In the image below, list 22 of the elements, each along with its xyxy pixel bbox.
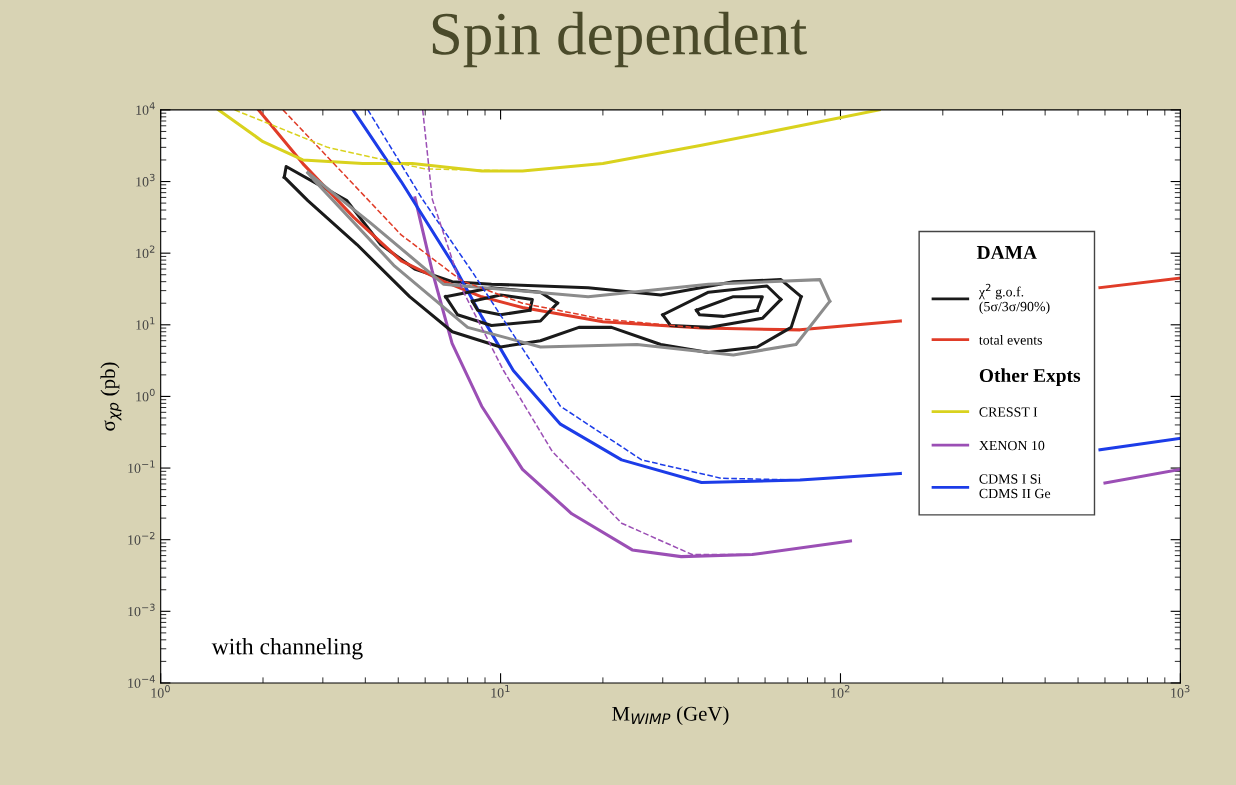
y-tick-label: 10$^{4}$ [136,102,155,115]
legend-label: χ$^{2}$ g.o.f. (5σ/3σ/90%) [978,283,1050,315]
legend-label: CRESST I [979,407,1038,417]
chart-title: Spin dependent [432,11,807,68]
y-tick-label: 10$^{3}$ [136,173,155,187]
legend-label: CDMS I Si CDMS II Ge [979,474,1051,499]
legend-label: XENON 10 [979,440,1045,451]
annotation: with channeling [211,637,363,660]
legend-label: total events [979,334,1042,345]
y-tick-label: 10$^{−2}$ [128,531,155,545]
x-tick-label: 10$^{3}$ [1171,684,1190,698]
y-tick-label: 10$^{2}$ [136,245,155,259]
annotation: Other Expts [979,368,1081,387]
legend-title: DAMA [976,246,1037,259]
y-tick-label: 10$^{1}$ [136,317,155,330]
x-tick-label: 10$^{1}$ [491,684,510,698]
y-tick-label: 10$^{−1}$ [128,460,155,473]
y-axis-title: σ$_{χp}$ (pb) [100,362,122,431]
x-axis-title: M$_{WIMP}$ (GeV) [612,706,729,726]
y-tick-label: 10$^{0}$ [136,388,155,402]
x-tick-label: 10$^{2}$ [831,684,850,698]
y-tick-label: 10$^{−3}$ [128,603,155,617]
